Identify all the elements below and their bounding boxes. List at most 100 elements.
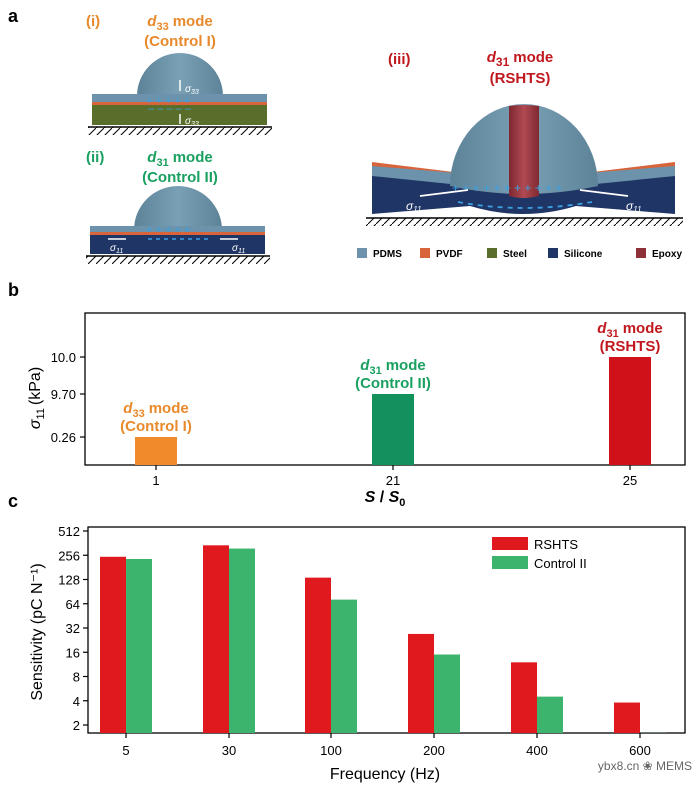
chart-c-ytick-label: 128 (58, 573, 80, 588)
chart-c-xtick-label: 400 (526, 743, 548, 758)
arrow-left-iii (419, 189, 469, 197)
chart-b-ylabel: σ11(kPa) (27, 367, 47, 429)
chart-b-bar-label: d33 mode (123, 400, 188, 420)
chart-c-ytick-label: 512 (58, 524, 80, 539)
chart-c-bar-rshts (511, 662, 537, 733)
charges-iii: + + + + + + + + + + + (452, 181, 562, 195)
arrow-right-iii (579, 189, 629, 197)
charges-ii: + + + + + (146, 224, 190, 236)
pdms-layer-ii (90, 226, 265, 232)
roman-label-iii: (iii) (388, 51, 411, 68)
sigma11-left-iii: σ11 (406, 199, 422, 214)
roman-label-i: (i) (86, 13, 100, 30)
chart-b-bar-label-control: (Control I) (120, 418, 192, 435)
chart-c-xtick-label: 100 (320, 743, 342, 758)
charges-neg-i: – – – – – (148, 103, 192, 115)
chart-b-bar (372, 394, 414, 465)
watermark: ybx8.cn ❀ MEMS (598, 759, 692, 773)
chart-sensitivity: Sensitivity (pC N⁻¹) Frequency (Hz) 512 2… (29, 524, 686, 783)
chart-b-bar-label: d31 mode (597, 320, 662, 340)
chart-b-ytick-label: 9.70 (51, 387, 76, 402)
chart-c-ytick-label: 2 (73, 718, 80, 733)
diagram-rshts: (iii) d31 mode (RSHTS) + + + + + + + + + … (366, 49, 683, 226)
mode-title-ii: d31 mode (147, 149, 212, 169)
ground-hatch-iii (366, 218, 683, 226)
chart-b-bar (135, 437, 177, 465)
chart-c-legend-swatch (492, 537, 528, 550)
pvdf-layer-i (92, 102, 267, 105)
mode-title-i: d33 mode (147, 13, 212, 33)
pdms-dome-ii (134, 186, 222, 230)
legend-swatch-steel (487, 248, 497, 258)
chart-b-bar (609, 357, 651, 465)
mode-word-i: mode (173, 13, 213, 30)
legend-label-epoxy: Epoxy (652, 249, 682, 260)
panel-letter-a: a (8, 6, 19, 26)
pdms-right-iii (576, 166, 675, 186)
chart-b-xlabel: S / S0 (365, 489, 406, 509)
mode-control-iii: (RSHTS) (490, 70, 551, 87)
pdms-left-iii (372, 166, 470, 186)
legend-swatch-epoxy (636, 248, 646, 258)
chart-c-ytick-label: 8 (73, 670, 80, 685)
chart-c-xtick-label: 30 (222, 743, 236, 758)
sigma11-right-ii: σ11 (232, 243, 245, 255)
sigma11-right-iii: σ11 (626, 199, 642, 214)
chart-c-ylabel: Sensitivity (pC N⁻¹) (29, 563, 46, 700)
legend-swatch-pvdf (420, 248, 430, 258)
chart-b-xtick-label: 1 (152, 473, 159, 488)
mode-symbol-i: d (147, 13, 157, 30)
chart-c-bar-rshts (614, 702, 640, 733)
charges-neg-iii (457, 201, 593, 209)
panel-letter-b: b (8, 280, 19, 300)
chart-c-bar-rshts (408, 633, 434, 733)
legend-label-steel: Steel (503, 249, 527, 260)
mode-control-i: (Control I) (144, 33, 216, 50)
legend-swatch-pdms (357, 248, 367, 258)
chart-c-xlabel: Frequency (Hz) (330, 766, 440, 783)
ground-hatch-i (88, 127, 272, 135)
material-legend: PDMS PVDF Steel Silicone Epoxy (357, 248, 682, 260)
chart-c-bar-rshts (100, 556, 126, 733)
pdms-layer-i (92, 94, 267, 102)
chart-c-ytick-label: 32 (66, 621, 80, 636)
sigma33-top-label: σ33 (185, 84, 199, 96)
chart-c-legend-label: RSHTS (534, 537, 578, 552)
legend-label-pvdf: PVDF (436, 249, 463, 260)
chart-b-bar-label-control: (Control II) (355, 375, 431, 392)
chart-c-xtick-label: 5 (122, 743, 129, 758)
panel-letter-c: c (8, 491, 18, 511)
chart-c-ytick-label: 16 (66, 645, 80, 660)
pdms-dome-i (137, 53, 223, 96)
chart-c-bar-control-ii (126, 558, 152, 733)
legend-label-silicone: Silicone (564, 249, 603, 260)
chart-c-bar-control-ii (434, 654, 460, 733)
chart-c-frame (87, 526, 686, 734)
roman-label-ii: (ii) (86, 149, 104, 166)
charges-i: + + + + + (146, 95, 190, 107)
chart-c-ytick-label: 64 (66, 597, 80, 612)
chart-b-ytick-label: 10.0 (51, 350, 76, 365)
ground-hatch-ii (86, 256, 270, 264)
epoxy-core-iii (509, 105, 539, 198)
chart-b-ytick-label: 0.26 (51, 430, 76, 445)
chart-c-legend-swatch (492, 556, 528, 569)
chart-c-bar-rshts (203, 545, 229, 733)
sigma33-bottom-label: σ33 (185, 116, 199, 128)
chart-c-bar-control-ii (229, 548, 255, 733)
mode-title-iii: d31 mode (487, 49, 554, 69)
chart-c-xtick-label: 600 (629, 743, 651, 758)
mode-sub-i: 33 (156, 21, 168, 33)
sigma11-left-ii: σ11 (110, 243, 123, 255)
chart-c-legend-label: Control II (534, 556, 587, 571)
mode-control-ii: (Control II) (142, 169, 218, 186)
chart-b-bar-label-control: (RSHTS) (600, 338, 661, 355)
legend-swatch-silicone (548, 248, 558, 258)
diagram-control-i: (i) d33 mode (Control I) + + + + + – – – … (86, 13, 272, 135)
chart-b-bar-label: d31 mode (360, 357, 425, 377)
chart-c-ytick-label: 4 (73, 694, 80, 709)
chart-c-bar-rshts (305, 577, 331, 733)
chart-c-xtick-label: 200 (423, 743, 445, 758)
